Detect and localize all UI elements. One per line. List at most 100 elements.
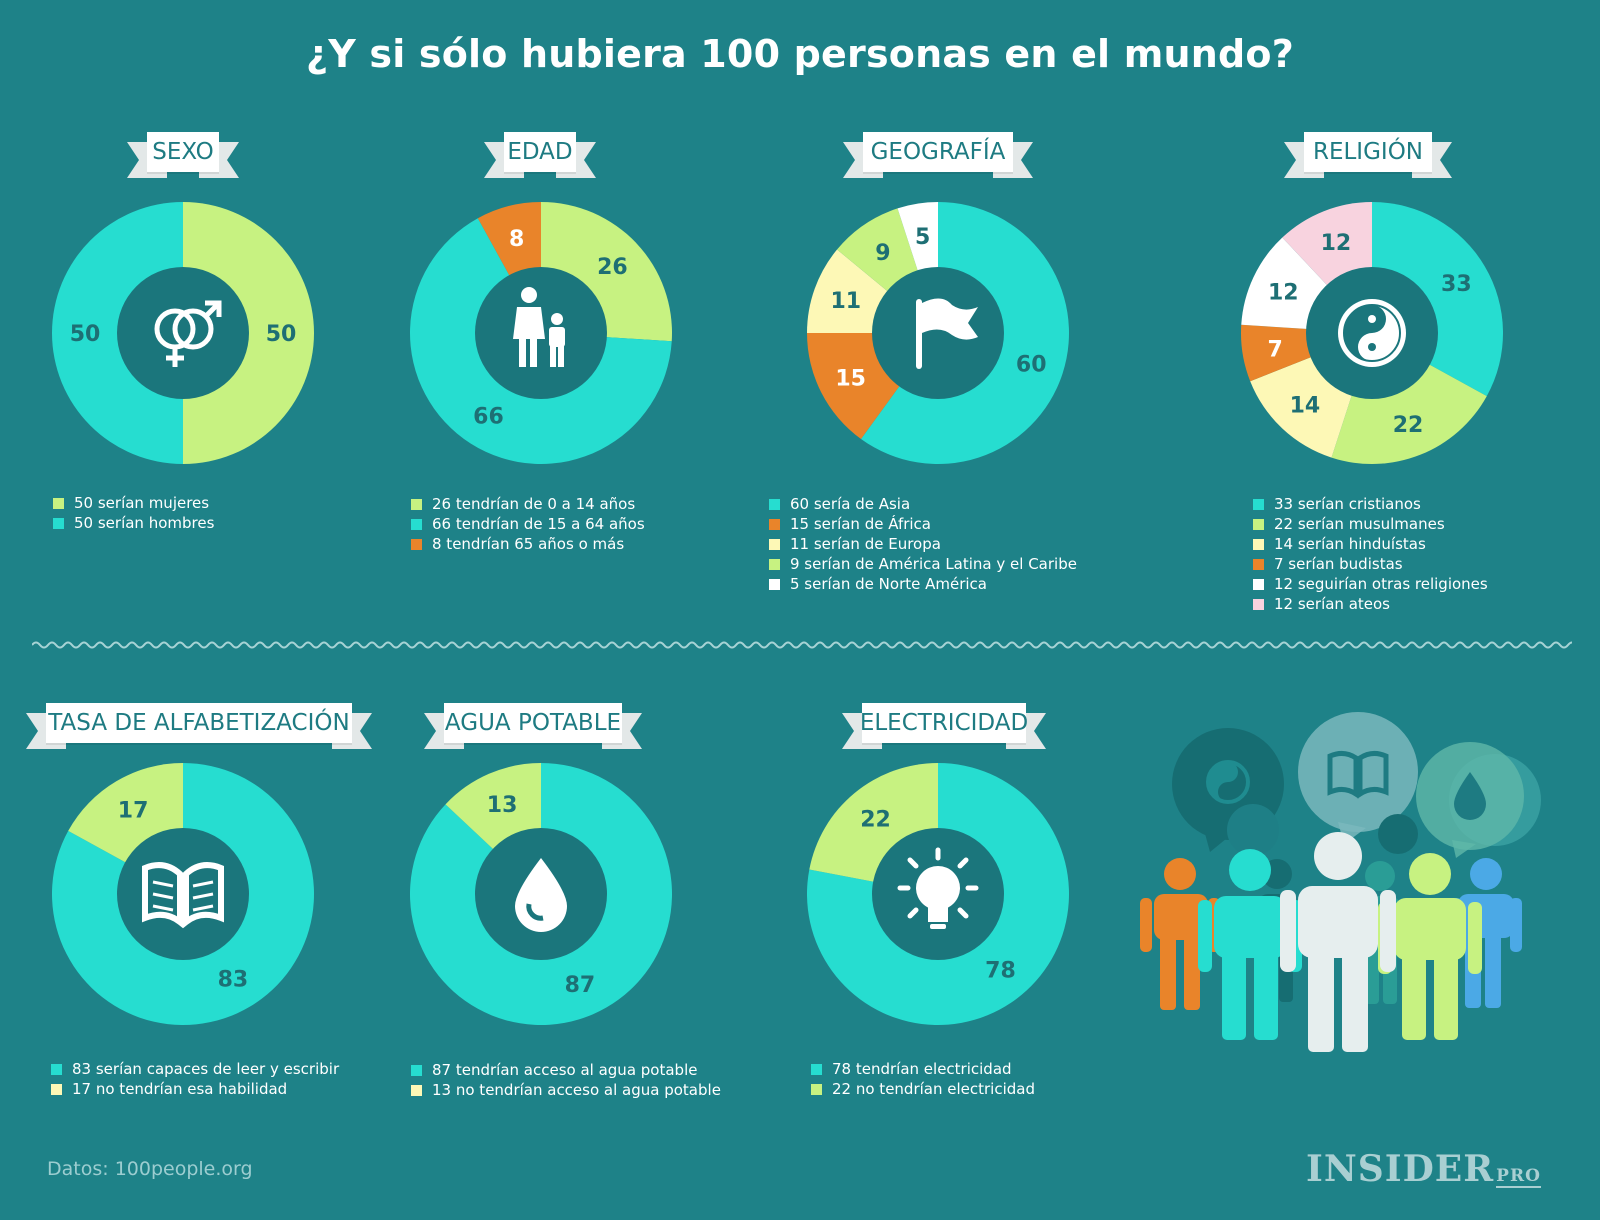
slice-value-label: 83 (218, 967, 249, 992)
legend-sexo: 50 serían mujeres 50 serían hombres (53, 493, 214, 533)
legend-item: 14 serían hinduístas (1253, 534, 1488, 554)
legend-swatch (1253, 558, 1264, 570)
legend-item: 15 serían de África (769, 514, 1077, 534)
chart-title-geografia: GEOGRAFÍA (863, 132, 1013, 172)
legend-label: 17 no tendrían esa habilidad (72, 1080, 288, 1098)
flag-icon (916, 298, 978, 369)
legend-item: 26 tendrían de 0 a 14 años (411, 494, 645, 514)
ribbon-agua: AGUA POTABLE (424, 699, 642, 759)
legend-geografia: 60 sería de Asia 15 serían de África 11 … (769, 494, 1077, 594)
legend-item: 7 serían budistas (1253, 554, 1488, 574)
slice-value-label: 11 (830, 289, 861, 314)
legend-item: 9 serían de América Latina y el Caribe (769, 554, 1077, 574)
legend-item: 13 no tendrían acceso al agua potable (411, 1080, 721, 1100)
slice-value-label: 7 (1268, 337, 1283, 362)
legend-swatch (769, 518, 780, 530)
slice-value-label: 33 (1441, 272, 1472, 297)
legend-label: 11 serían de Europa (790, 535, 941, 553)
donut-chart-0: 50 50 (52, 202, 314, 464)
legend-swatch (411, 538, 422, 550)
slice-value-label: 22 (860, 807, 891, 832)
legend-swatch (1253, 498, 1264, 510)
slice-value-label: 87 (565, 973, 596, 998)
legend-item: 50 serían mujeres (53, 493, 214, 513)
legend-label: 87 tendrían acceso al agua potable (432, 1061, 698, 1079)
logo-suffix: PRO (1496, 1166, 1541, 1188)
donut-chart-2: 60 15 11 95 (807, 202, 1070, 464)
legend-agua: 87 tendrían acceso al agua potable 13 no… (411, 1060, 721, 1100)
legend-swatch (769, 538, 780, 550)
slice-value-label: 12 (1268, 280, 1299, 305)
legend-swatch (769, 498, 780, 510)
legend-swatch (53, 497, 64, 509)
legend-label: 9 serían de América Latina y el Caribe (790, 555, 1077, 573)
person-figure (1140, 858, 1220, 1010)
legend-electricidad: 78 tendrían electricidad 22 no tendrían … (811, 1059, 1035, 1099)
legend-item: 83 serían capaces de leer y escribir (51, 1059, 339, 1079)
legend-alfabetizacion: 83 serían capaces de leer y escribir 17 … (51, 1059, 339, 1099)
legend-swatch (769, 558, 780, 570)
legend-swatch (1253, 598, 1264, 610)
legend-label: 22 no tendrían electricidad (832, 1080, 1035, 1098)
legend-label: 78 tendrían electricidad (832, 1060, 1012, 1078)
legend-item: 33 serían cristianos (1253, 494, 1488, 514)
small-bubble-icon (1227, 804, 1279, 856)
legend-item: 11 serían de Europa (769, 534, 1077, 554)
legend-item: 17 no tendrían esa habilidad (51, 1079, 339, 1099)
ribbon-alfabetizacion: TASA DE ALFABETIZACIÓN (26, 699, 372, 759)
drop-bubble-icon (1416, 742, 1541, 858)
legend-label: 83 serían capaces de leer y escribir (72, 1060, 340, 1078)
legend-label: 8 tendrían 65 años o más (432, 535, 625, 553)
slice-value-label: 13 (487, 793, 518, 818)
legend-label: 22 serían musulmanes (1274, 515, 1445, 533)
legend-item: 66 tendrían de 15 a 64 años (411, 514, 645, 534)
donut-chart-6: 78 22 (807, 763, 1069, 1025)
legend-swatch (411, 518, 422, 530)
legend-label: 5 serían de Norte América (790, 575, 987, 593)
slice-value-label: 12 (1321, 231, 1352, 256)
legend-label: 66 tendrían de 15 a 64 años (432, 515, 645, 533)
logo-text: INSIDER (1306, 1148, 1495, 1190)
donut-chart-5: 87 13 (410, 763, 672, 1025)
legend-label: 15 serían de África (790, 515, 931, 533)
slice-value-label: 50 (70, 322, 101, 347)
legend-item: 78 tendrían electricidad (811, 1059, 1035, 1079)
ribbon-edad: EDAD (484, 128, 596, 188)
legend-label: 12 serían ateos (1274, 595, 1390, 613)
slice-value-label: 9 (875, 241, 890, 266)
ribbon-electricidad: ELECTRICIDAD (842, 699, 1046, 759)
chart-title-alfabetizacion: TASA DE ALFABETIZACIÓN (46, 703, 352, 743)
legend-item: 60 sería de Asia (769, 494, 1077, 514)
wavy-divider (32, 641, 1572, 649)
legend-label: 33 serían cristianos (1274, 495, 1421, 513)
insider-pro-logo: INSIDER PRO (1306, 1148, 1541, 1190)
water-drop-icon (515, 858, 567, 932)
legend-swatch (51, 1083, 62, 1095)
donut-hole (117, 267, 249, 399)
legend-label: 13 no tendrían acceso al agua potable (432, 1081, 721, 1099)
legend-religion: 33 serían cristianos 22 serían musulmane… (1253, 494, 1488, 614)
legend-item: 12 seguirían otras religiones (1253, 574, 1488, 594)
legend-swatch (1253, 578, 1264, 590)
slice-value-label: 14 (1290, 393, 1321, 418)
legend-item: 5 serían de Norte América (769, 574, 1077, 594)
legend-label: 26 tendrían de 0 a 14 años (432, 495, 636, 513)
legend-swatch (1253, 518, 1264, 530)
ribbon-sexo: SEXO (127, 128, 239, 188)
ribbon-religion: RELIGIÓN (1284, 128, 1452, 188)
legend-label: 50 serían mujeres (74, 494, 210, 512)
slice-value-label: 78 (985, 959, 1016, 984)
legend-label: 50 serían hombres (74, 514, 215, 532)
legend-swatch (769, 578, 780, 590)
data-source: Datos: 100people.org (47, 1158, 253, 1180)
donut-chart-1: 26 66 8 (410, 202, 673, 464)
slice-value-label: 8 (509, 227, 524, 252)
legend-swatch (411, 1084, 422, 1096)
slice-value-label: 17 (118, 799, 149, 824)
legend-swatch (51, 1063, 62, 1075)
chart-title-sexo: SEXO (147, 132, 219, 172)
slice-value-label: 66 (473, 405, 504, 430)
legend-item: 50 serían hombres (53, 513, 214, 533)
yin-yang-icon (1338, 299, 1406, 367)
